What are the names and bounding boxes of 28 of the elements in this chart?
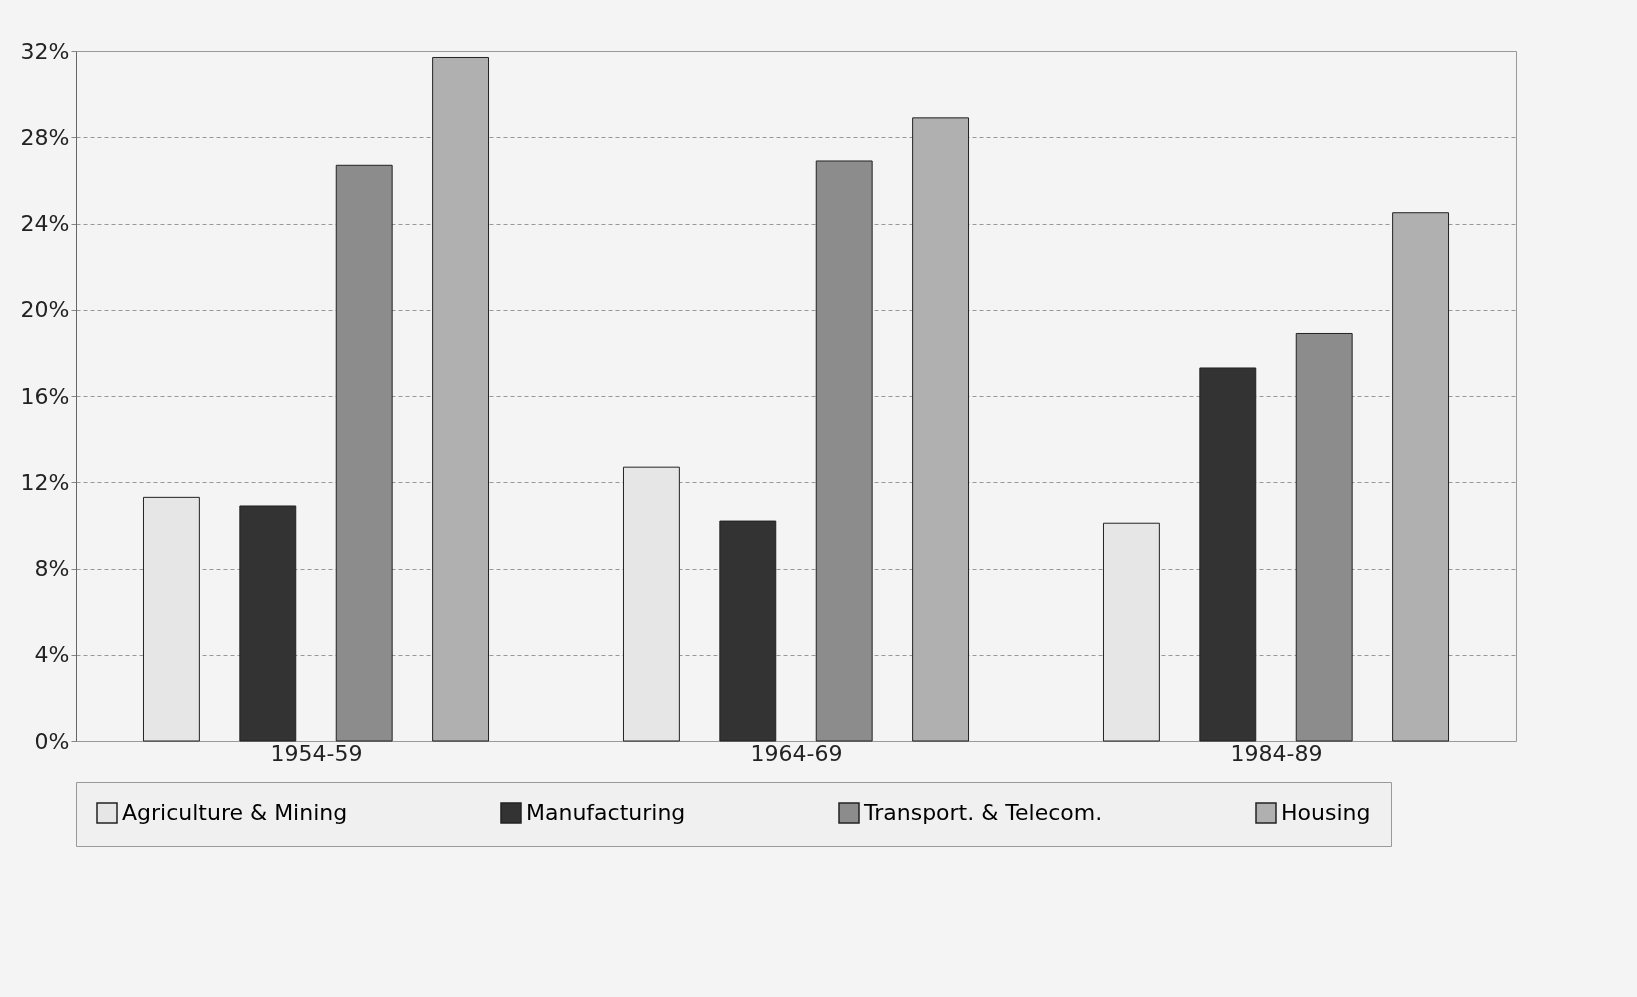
bar bbox=[719, 520, 777, 742]
y-tick-label: 16% bbox=[20, 383, 70, 409]
y-tick-label: 32% bbox=[20, 38, 70, 64]
x-tick-label: 1954-59 bbox=[270, 740, 363, 766]
y-tick-label: 28% bbox=[20, 124, 70, 150]
bar bbox=[142, 496, 200, 742]
bar bbox=[1102, 522, 1160, 742]
x-tick-label: 1964-69 bbox=[750, 740, 843, 766]
y-tick-label: 0% bbox=[34, 728, 70, 754]
bar bbox=[1392, 212, 1450, 742]
bar bbox=[432, 56, 490, 742]
y-tick-label: 20% bbox=[20, 297, 70, 323]
legend-label: Agriculture & Mining bbox=[122, 800, 348, 825]
legend-label: Housing bbox=[1281, 800, 1371, 825]
bar bbox=[815, 160, 873, 742]
y-tick-label: 8% bbox=[34, 556, 70, 581]
bar bbox=[1199, 367, 1257, 742]
legend-label: Transport. & Telecom. bbox=[863, 800, 1103, 825]
bar bbox=[239, 505, 297, 742]
x-tick-label: 1984-89 bbox=[1230, 740, 1323, 766]
bar bbox=[1295, 332, 1353, 742]
y-tick-label: 4% bbox=[34, 642, 70, 668]
bar bbox=[912, 117, 970, 742]
bar bbox=[335, 164, 393, 742]
legend-label: Manufacturing bbox=[526, 800, 686, 825]
y-tick-label: 12% bbox=[20, 469, 70, 495]
y-tick-label: 24% bbox=[20, 211, 70, 236]
bar bbox=[622, 466, 680, 742]
